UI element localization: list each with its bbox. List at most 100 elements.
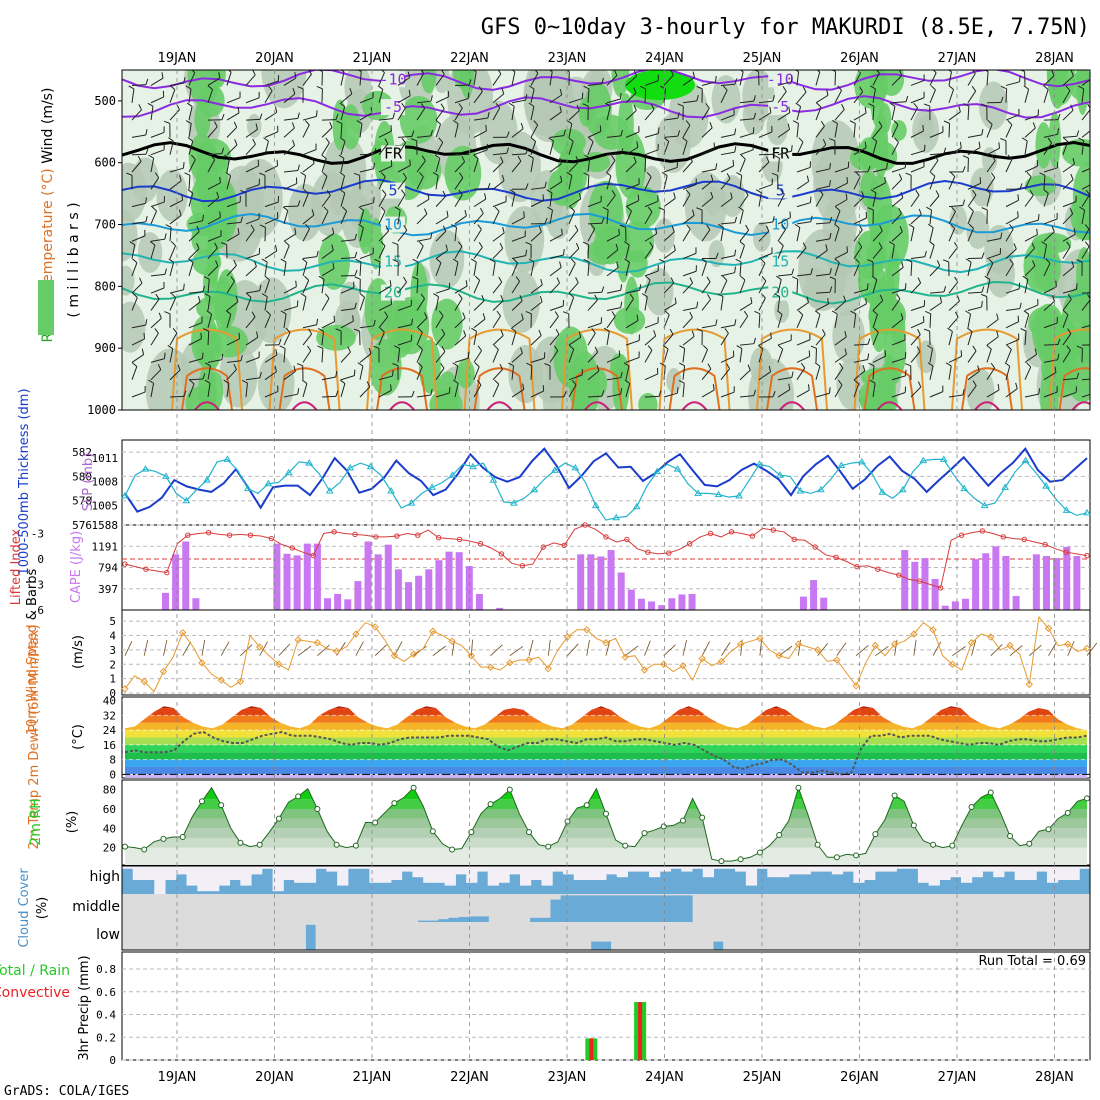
wind-barb-flag: [1019, 302, 1022, 309]
wind-barb: [606, 393, 621, 398]
wind-barb-flag: [368, 347, 372, 354]
cloud-gap: [784, 922, 796, 950]
wind-barb: [834, 353, 847, 363]
wind-barb-flag: [915, 189, 920, 196]
wind-barb-flag: [661, 171, 668, 177]
wind-barb-flag: [528, 258, 535, 263]
wind-barb: [587, 228, 596, 242]
wind-barb: [492, 384, 500, 398]
wind-barb: [701, 324, 716, 329]
wind-barb-flag: [325, 137, 330, 144]
wind-barb-flag: [304, 275, 310, 281]
wind-barb: [663, 166, 678, 173]
wind-barb: [891, 213, 902, 225]
wind-barb: [1062, 201, 1077, 208]
wind-barb: [321, 211, 329, 225]
wind-barb-flag: [792, 120, 799, 124]
wind-barb: [435, 333, 446, 346]
lifted-index-point: [477, 541, 484, 547]
panel-wind10m: [121, 609, 1098, 696]
wind-barb-flag: [412, 276, 419, 280]
cape-bar: [961, 598, 969, 610]
rh-blob: [978, 81, 1008, 130]
wind-barb: [207, 365, 211, 380]
wind-barb-flag: [972, 380, 977, 386]
wind-barb-flag: [339, 189, 346, 194]
wind-barb: [340, 210, 348, 225]
wind-barb: [929, 365, 934, 380]
wind-barb-flag: [178, 209, 182, 216]
day-label-bottom: 26JAN: [840, 1070, 879, 1085]
wind-barb: [549, 282, 560, 294]
wind-barb-flag: [321, 154, 327, 160]
wind-speed-line: [124, 615, 1088, 693]
wind-barb-flag: [538, 226, 542, 233]
wind-barb-flag: [896, 293, 901, 300]
wind-barb: [568, 282, 579, 294]
wind-barb: [454, 246, 463, 259]
wind-barb: [416, 108, 426, 121]
wind-barb-flag: [458, 172, 464, 178]
wind-barb: [1048, 641, 1057, 656]
wind-barb: [435, 367, 445, 380]
wind-barb: [815, 125, 825, 138]
wind-barb: [435, 262, 442, 277]
wind-barb-flag: [523, 211, 525, 218]
wind-barb-flag: [143, 332, 146, 339]
wind-barb: [872, 88, 876, 103]
cloud-gap: [616, 866, 629, 878]
wind-barb: [207, 89, 213, 103]
wind-barb-flag: [677, 103, 684, 107]
wind-barb-flag: [1020, 328, 1027, 332]
wind-barb-flag: [214, 121, 218, 128]
isotherm-label: -5: [771, 98, 789, 116]
data-point: [489, 476, 498, 483]
wind-barb: [834, 167, 849, 173]
wind-barb: [511, 331, 517, 346]
rh-blob-high: [1035, 122, 1052, 169]
wind-barb: [378, 331, 385, 346]
cloud-gap: [651, 894, 663, 896]
wind-barb: [644, 149, 659, 156]
rh-blob-high: [1024, 175, 1057, 197]
wind-barb: [872, 141, 878, 155]
wind-barb-flag: [525, 310, 532, 315]
wind-barb: [226, 112, 240, 121]
wind-barb: [606, 75, 618, 86]
wind-barb: [891, 197, 904, 208]
wind-barb-flag: [390, 298, 393, 305]
rh-blob-high: [456, 359, 475, 389]
cape-bar: [425, 569, 433, 610]
cloud-gap: [681, 866, 693, 872]
wind-barb: [150, 131, 165, 138]
wind-barb-flag: [1078, 85, 1084, 90]
wind-barb: [606, 289, 621, 294]
isotherm-35: [779, 401, 805, 410]
wind-barb: [1005, 81, 1020, 86]
wind-speed-point: [1083, 644, 1091, 653]
wind-barb: [264, 261, 268, 276]
wind-barb-flag: [825, 244, 828, 251]
wind-barb: [302, 333, 313, 346]
wind-barb: [435, 351, 446, 363]
day-label-bottom: 23JAN: [548, 1070, 587, 1085]
wind-barb: [872, 331, 879, 346]
wind-barb-flag: [771, 172, 778, 176]
wind-barb-flag: [496, 310, 501, 317]
wind-barb: [796, 302, 809, 311]
isotherm-25: [658, 328, 731, 410]
wind-barb: [1081, 194, 1090, 207]
rh-blob-high: [357, 220, 372, 248]
wind-barb: [226, 97, 241, 104]
wind-barb: [264, 80, 279, 86]
wind-barb-flag: [202, 214, 204, 221]
wind-barb: [720, 280, 728, 294]
wind-speed-point: [833, 656, 841, 664]
wind-barb: [682, 77, 695, 86]
cape-bar: [455, 552, 463, 610]
wind-barb: [264, 371, 277, 381]
wind-barb: [777, 112, 791, 121]
wind-barb-flag: [765, 225, 770, 232]
wind-barb-flag: [433, 293, 439, 298]
lifted-index-point: [979, 528, 986, 534]
